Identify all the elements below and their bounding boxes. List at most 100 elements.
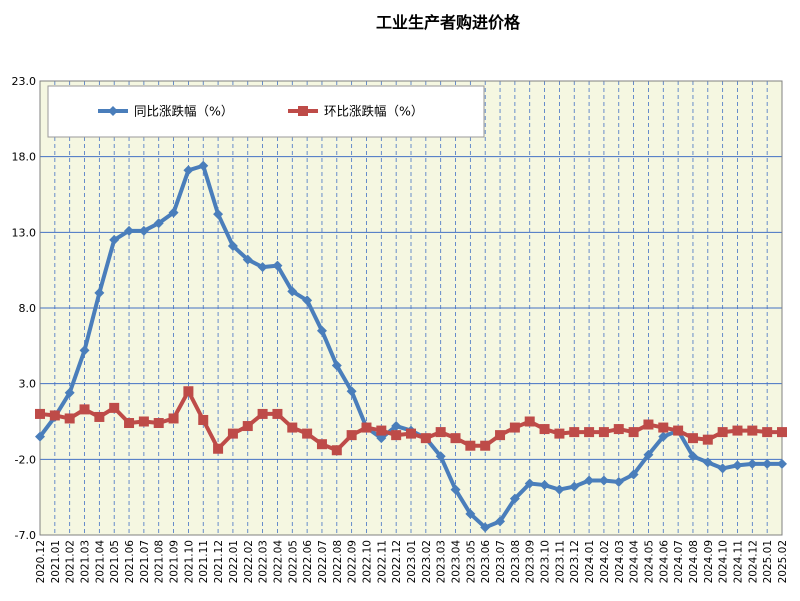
data-point — [598, 475, 609, 486]
y-tick-label: 23.0 — [12, 75, 37, 88]
data-point — [302, 295, 313, 306]
data-point — [613, 477, 624, 488]
data-point — [554, 484, 565, 495]
x-tick-label: 2021.01 — [50, 540, 62, 583]
x-tick-label: 2022.02 — [243, 540, 255, 583]
data-point — [569, 427, 580, 438]
x-tick-label: 2021.03 — [80, 540, 92, 583]
data-point — [198, 160, 209, 171]
x-tick-label: 2023.03 — [436, 540, 448, 583]
data-point — [732, 460, 743, 471]
data-point — [109, 402, 120, 413]
data-point — [287, 422, 298, 433]
data-point — [569, 481, 580, 492]
data-point — [316, 325, 327, 336]
data-point — [376, 433, 387, 444]
data-point — [539, 424, 550, 435]
data-point — [777, 427, 787, 438]
data-point — [450, 433, 461, 444]
data-point — [257, 262, 268, 273]
data-point — [153, 418, 164, 429]
x-tick-label: 2023.05 — [465, 540, 477, 583]
series-2 — [35, 386, 787, 456]
x-tick-label: 2022.06 — [302, 540, 314, 584]
x-tick-label: 2021.07 — [139, 540, 151, 583]
x-tick-label: 2022.10 — [361, 540, 373, 583]
data-point — [391, 430, 402, 441]
data-point — [524, 416, 535, 427]
data-point — [213, 209, 224, 220]
x-tick-label: 2023.09 — [525, 540, 537, 583]
data-point — [242, 254, 253, 265]
data-point — [331, 360, 342, 371]
data-point — [361, 422, 372, 433]
x-tick-label: 2021.09 — [169, 540, 181, 583]
data-point — [702, 434, 713, 445]
data-point — [346, 386, 357, 397]
data-point — [643, 419, 654, 430]
y-tick-label: 18.0 — [12, 151, 37, 164]
data-point — [79, 404, 90, 415]
x-tick-label: 2021.08 — [154, 540, 166, 583]
data-point — [762, 458, 773, 469]
x-tick-label: 2023.08 — [510, 540, 522, 583]
data-point — [227, 428, 238, 439]
x-tick-label: 2021.05 — [109, 540, 121, 583]
x-tick-label: 2024.05 — [643, 540, 655, 583]
data-point — [138, 416, 149, 427]
legend-marker — [108, 106, 118, 116]
data-point — [138, 225, 149, 236]
data-point — [168, 207, 179, 218]
x-tick-label: 2023.11 — [554, 540, 566, 583]
data-point — [465, 508, 476, 519]
legend-marker — [298, 106, 308, 116]
y-tick-label: 8.0 — [19, 302, 37, 315]
data-point — [35, 408, 45, 419]
x-tick-label: 2024.10 — [718, 540, 730, 583]
x-tick-label: 2023.06 — [480, 540, 492, 584]
data-point — [628, 427, 639, 438]
data-point — [391, 421, 402, 432]
data-point — [480, 522, 491, 533]
data-point — [316, 439, 327, 450]
data-point — [49, 410, 60, 421]
x-tick-label: 2022.08 — [332, 540, 344, 583]
y-tick-label: 3.0 — [19, 378, 37, 391]
x-tick-label: 2022.07 — [317, 540, 329, 583]
data-point — [183, 165, 194, 176]
chart-title: 工业生产者购进价格 — [376, 13, 521, 32]
y-tick-label: -2.0 — [15, 453, 36, 466]
data-point — [465, 440, 476, 451]
data-point — [450, 484, 461, 495]
x-tick-label: 2024.09 — [703, 540, 715, 583]
x-tick-label: 2024.12 — [747, 540, 759, 583]
data-point — [687, 451, 698, 462]
data-point — [658, 431, 669, 442]
x-tick-label: 2024.07 — [673, 540, 685, 583]
x-tick-label: 2021.12 — [213, 540, 225, 583]
data-point — [272, 408, 283, 419]
x-tick-label: 2024.08 — [688, 540, 700, 583]
data-point — [747, 425, 758, 436]
data-point — [376, 425, 387, 436]
x-tick-label: 2022.09 — [347, 540, 359, 583]
data-point — [406, 428, 416, 439]
x-tick-label: 2023.02 — [421, 540, 433, 583]
x-tick-label: 2021.10 — [183, 540, 195, 583]
data-point — [747, 458, 758, 469]
x-tick-label: 2023.04 — [451, 540, 463, 584]
data-point — [584, 475, 595, 486]
x-tick-label: 2024.01 — [584, 540, 596, 583]
data-point — [124, 418, 135, 429]
data-point — [554, 428, 565, 439]
x-tick-label: 2025.02 — [777, 540, 789, 583]
y-tick-label: -7.0 — [15, 529, 36, 542]
data-point — [687, 433, 698, 444]
data-point — [732, 425, 743, 436]
x-tick-label: 2022.05 — [287, 540, 299, 583]
data-point — [495, 430, 506, 441]
y-tick-label: 13.0 — [12, 226, 37, 239]
x-tick-label: 2025.01 — [762, 540, 774, 583]
x-tick-label: 2022.03 — [258, 540, 270, 583]
x-tick-label: 2021.11 — [198, 540, 210, 583]
